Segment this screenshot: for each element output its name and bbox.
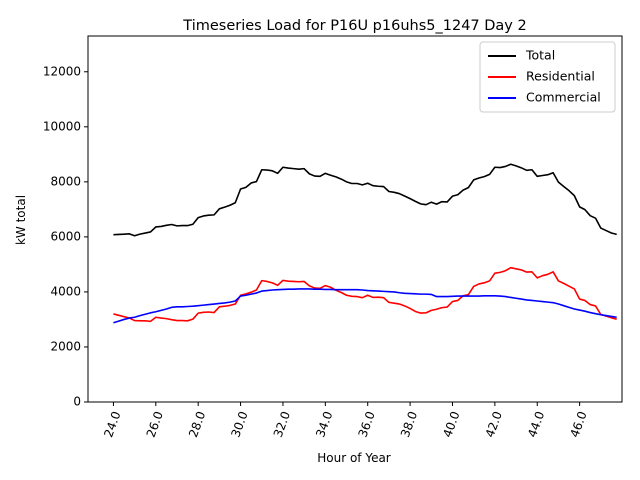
y-tick-label: 10000 (43, 119, 81, 133)
series-lines (113, 163, 617, 324)
y-tick-label: 12000 (43, 64, 81, 78)
y-tick-label: 4000 (50, 284, 81, 298)
series-line-total (113, 163, 617, 237)
y-tick-label: 8000 (50, 174, 81, 188)
legend-label-residential: Residential (526, 69, 595, 84)
legend-label-total: Total (525, 48, 555, 63)
y-tick-label: 2000 (50, 339, 81, 353)
chart-title: Timeseries Load for P16U p16uhs5_1247 Da… (182, 18, 526, 34)
series-line-commercial (113, 288, 617, 324)
x-axis-title: Hour of Year (317, 451, 391, 465)
series-line-residential (113, 266, 617, 323)
plot-frame (87, 35, 623, 403)
plot-area (87, 35, 623, 403)
y-axis: 0 2000 4000 6000 8000 10000 12000 (43, 64, 88, 409)
y-axis-title: kW total (14, 195, 28, 245)
legend: Total Residential Commercial (479, 41, 616, 113)
legend-box (479, 41, 616, 113)
y-tick-label: 6000 (50, 229, 81, 243)
legend-label-commercial: Commercial (526, 90, 601, 105)
y-tick-label: 0 (73, 395, 81, 409)
